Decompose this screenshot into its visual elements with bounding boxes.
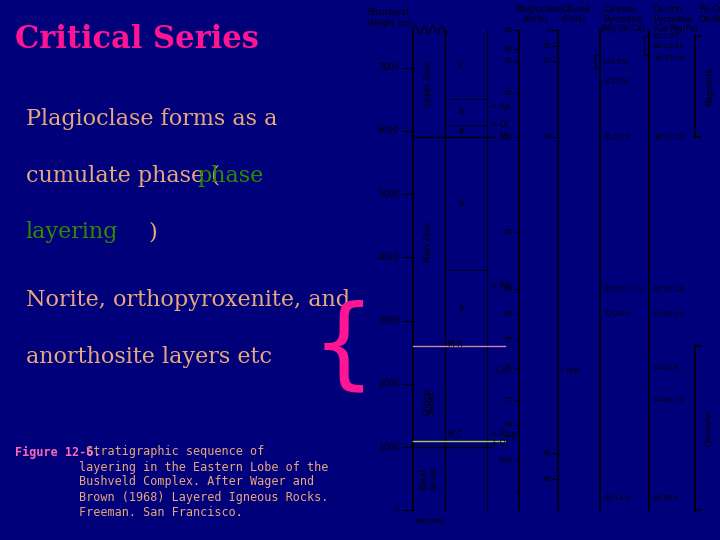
Text: 56: 56: [504, 229, 513, 235]
Text: 40:42:18: 40:42:18: [653, 286, 684, 292]
Text: 42:1:57: 42:1:57: [653, 33, 680, 39]
Text: 83:14:3: 83:14:3: [603, 495, 631, 501]
Text: (Mg:Fe:Ca): (Mg:Fe:Ca): [600, 24, 645, 33]
Text: 5000: 5000: [378, 190, 399, 199]
Text: 6000: 6000: [378, 126, 399, 136]
Text: 27: 27: [542, 58, 552, 64]
Text: + Ol: + Ol: [491, 120, 508, 129]
Text: b: b: [458, 199, 464, 208]
Text: 38:33:29: 38:33:29: [653, 134, 685, 140]
Text: + Mt: + Mt: [491, 133, 509, 141]
Text: Series: Series: [428, 390, 437, 414]
Text: Ca-rich: Ca-rich: [653, 5, 683, 15]
Text: {: {: [312, 300, 375, 397]
Text: 36:25:39: 36:25:39: [653, 55, 685, 61]
Text: + Plag: + Plag: [491, 430, 516, 439]
Text: Critical Series: Critical Series: [14, 24, 258, 55]
Text: 2000: 2000: [378, 379, 399, 388]
Text: M R: M R: [449, 340, 463, 349]
Text: 7000: 7000: [378, 63, 399, 72]
Text: a: a: [458, 303, 463, 313]
Text: 43: 43: [504, 58, 513, 64]
Text: 41:51:8: 41:51:8: [603, 134, 631, 140]
Text: Stratigraphic sequence of
layering in the Eastern Lobe of the
Bushveld Complex. : Stratigraphic sequence of layering in th…: [79, 446, 328, 518]
Text: Chromite: Chromite: [705, 410, 714, 445]
Text: Critical: Critical: [423, 388, 432, 415]
Text: 0: 0: [547, 26, 552, 33]
Text: 88: 88: [542, 476, 552, 482]
Text: r (68): r (68): [562, 368, 581, 374]
Text: 53: 53: [504, 134, 513, 140]
Text: 3000: 3000: [378, 316, 399, 325]
Text: Pyroxene: Pyroxene: [653, 15, 692, 24]
Text: layering: layering: [26, 221, 118, 244]
Text: 42: 42: [504, 46, 513, 52]
Text: 78: 78: [503, 422, 513, 428]
Text: Plagioclase forms as a: Plagioclase forms as a: [26, 108, 277, 130]
Text: 40:19:41: 40:19:41: [653, 43, 685, 49]
Text: 77: 77: [503, 397, 513, 403]
Text: Height (m): Height (m): [367, 19, 413, 28]
Text: b: b: [458, 107, 464, 117]
Text: Pyroxene: Pyroxene: [603, 15, 642, 24]
Text: 79: 79: [503, 336, 513, 342]
Text: 49: 49: [542, 134, 552, 140]
Text: 60: 60: [503, 286, 513, 292]
Text: - Crt: - Crt: [491, 367, 508, 376]
Text: 69: 69: [503, 311, 513, 318]
Text: 72:28:2: 72:28:2: [603, 311, 631, 318]
Text: M C: M C: [449, 430, 462, 439]
Text: Basal
Series: Basal Series: [419, 467, 438, 490]
Text: (An%): (An%): [523, 15, 548, 24]
Text: (Fo%): (Fo%): [562, 15, 585, 24]
Text: cumulate phase (: cumulate phase (: [26, 165, 220, 187]
Text: (80): (80): [498, 456, 513, 463]
Text: phase: phase: [197, 165, 264, 187]
Text: 50: 50: [504, 90, 513, 96]
Text: Figure 12-6.: Figure 12-6.: [14, 446, 100, 458]
Text: 0: 0: [394, 506, 399, 515]
Text: 44:46:10: 44:46:10: [653, 397, 684, 403]
Text: 1000: 1000: [378, 443, 399, 451]
Text: Magnetite: Magnetite: [705, 67, 714, 106]
Text: 86: 86: [542, 450, 552, 456]
Text: Oxides: Oxides: [699, 15, 720, 24]
Text: Norite, orthopyroxenite, and: Norite, orthopyroxenite, and: [26, 289, 350, 311]
Text: Fe-Cr: Fe-Cr: [699, 5, 720, 15]
Text: Ca-poor: Ca-poor: [603, 5, 636, 15]
Text: (Ca:Mg:Fe): (Ca:Mg:Fe): [653, 24, 698, 33]
Text: 45:49:6: 45:49:6: [653, 495, 680, 501]
Text: 43:45:12: 43:45:12: [653, 311, 684, 318]
Text: 15: 15: [542, 43, 552, 49]
Text: anorthosite layers etc: anorthosite layers etc: [26, 346, 271, 368]
Text: (41:59): (41:59): [603, 77, 629, 84]
Text: 44:47:9: 44:47:9: [653, 365, 680, 371]
Text: Marginal: Marginal: [414, 518, 444, 524]
Text: Main Zone: Main Zone: [425, 221, 433, 262]
Text: 76: 76: [503, 365, 513, 371]
Text: ): ): [149, 221, 158, 244]
Text: a: a: [458, 126, 463, 136]
Text: + Ap: + Ap: [491, 103, 510, 111]
Text: + Pig: + Pig: [491, 281, 511, 291]
Text: Plagioclase: Plagioclase: [516, 5, 562, 15]
Text: c: c: [459, 60, 463, 69]
Text: 4000: 4000: [378, 253, 399, 262]
Text: 60:37:3 (?): 60:37:3 (?): [603, 286, 642, 292]
Text: Structural: Structural: [367, 8, 409, 17]
Text: + Ol: + Ol: [491, 440, 508, 448]
Text: Upper Zone: Upper Zone: [425, 61, 433, 106]
Text: (31:69): (31:69): [603, 58, 629, 65]
Text: Olivine: Olivine: [562, 5, 590, 15]
Text: 30: 30: [503, 26, 513, 33]
